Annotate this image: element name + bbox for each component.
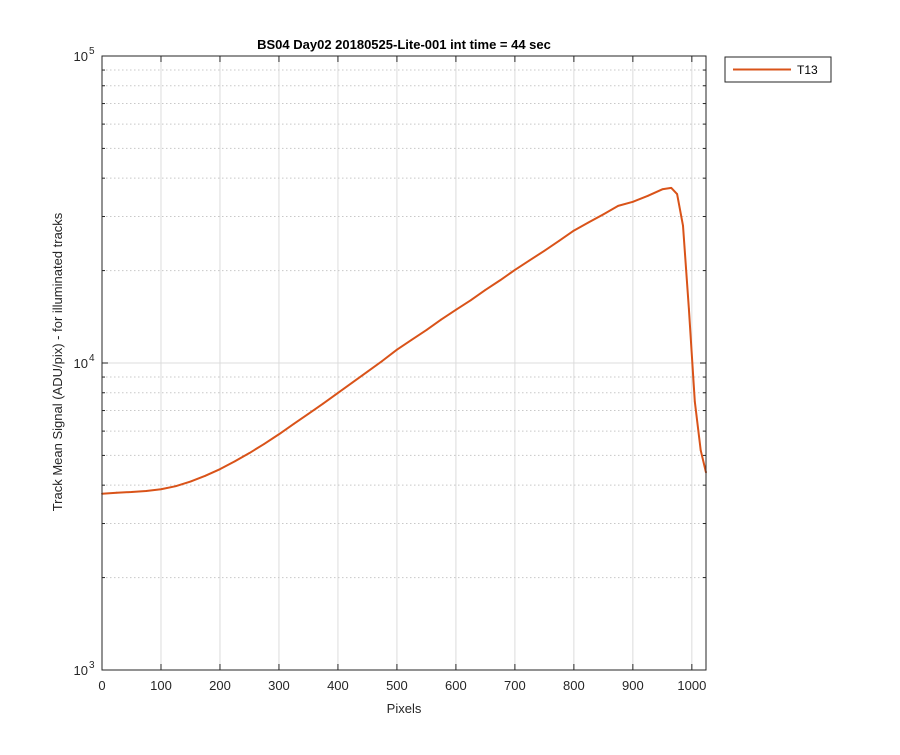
data-point — [499, 279, 502, 282]
data-point — [631, 200, 634, 203]
y-axis-label: Track Mean Signal (ADU/pix) - for illumi… — [50, 212, 65, 511]
data-point — [469, 299, 472, 302]
x-tick-label: 200 — [209, 678, 231, 693]
data-point — [263, 443, 266, 445]
data-point — [381, 360, 384, 362]
x-tick-label: 0 — [98, 678, 105, 693]
x-tick-label: 600 — [445, 678, 467, 693]
data-point — [322, 402, 325, 405]
series-layer — [101, 186, 707, 495]
data-point — [425, 329, 428, 331]
y-tick-label: 10 — [74, 49, 88, 64]
data-point — [617, 204, 620, 207]
data-point — [676, 193, 678, 195]
x-tick-label: 800 — [563, 678, 585, 693]
y-tick-label-exponent: 3 — [89, 660, 95, 671]
data-point — [396, 348, 398, 351]
x-tick-label: 100 — [150, 678, 172, 693]
legend: T13 — [724, 56, 832, 83]
y-tick-label-exponent: 4 — [89, 353, 95, 364]
data-point — [543, 249, 546, 252]
x-tick-label: 300 — [268, 678, 290, 693]
data-point — [130, 491, 133, 493]
x-tick-label: 700 — [504, 678, 526, 693]
data-point — [366, 370, 369, 373]
data-point — [410, 338, 413, 341]
y-tick-label: 10 — [74, 663, 88, 678]
data-point — [440, 318, 443, 321]
chart-title: BS04 Day02 20180525-Lite-001 int time = … — [257, 37, 551, 52]
data-point — [558, 239, 561, 242]
data-point — [693, 400, 696, 403]
data-point — [682, 224, 684, 227]
data-point — [115, 491, 118, 494]
x-axis-label: Pixels — [387, 701, 422, 716]
data-point — [189, 480, 192, 483]
series-line — [101, 186, 707, 495]
data-point — [160, 488, 162, 491]
data-point — [670, 186, 673, 189]
tick-layer — [101, 55, 706, 671]
data-point — [661, 188, 664, 191]
legend-label: T13 — [797, 63, 818, 77]
data-point — [204, 474, 207, 477]
data-point — [513, 269, 516, 271]
x-tick-label: 900 — [622, 678, 644, 693]
data-point — [145, 490, 148, 492]
x-tick-label: 500 — [386, 678, 408, 693]
data-point — [292, 423, 295, 425]
data-point — [602, 213, 605, 216]
y-tick-label-exponent: 5 — [89, 46, 95, 57]
data-point — [174, 485, 177, 488]
data-point — [233, 460, 236, 463]
data-point — [687, 308, 690, 310]
data-point — [455, 308, 457, 311]
data-point — [248, 452, 251, 454]
data-point — [278, 433, 280, 436]
data-point — [646, 195, 649, 197]
data-point — [219, 468, 221, 471]
data-point — [307, 412, 310, 415]
x-tick-label: 1000 — [677, 678, 706, 693]
data-point — [484, 289, 487, 291]
data-point — [699, 449, 702, 452]
data-point — [572, 229, 575, 232]
data-point — [587, 221, 590, 224]
data-point — [351, 381, 354, 384]
data-point — [337, 392, 339, 394]
data-point — [528, 259, 531, 262]
y-tick-label: 10 — [74, 356, 88, 371]
x-tick-label: 400 — [327, 678, 349, 693]
